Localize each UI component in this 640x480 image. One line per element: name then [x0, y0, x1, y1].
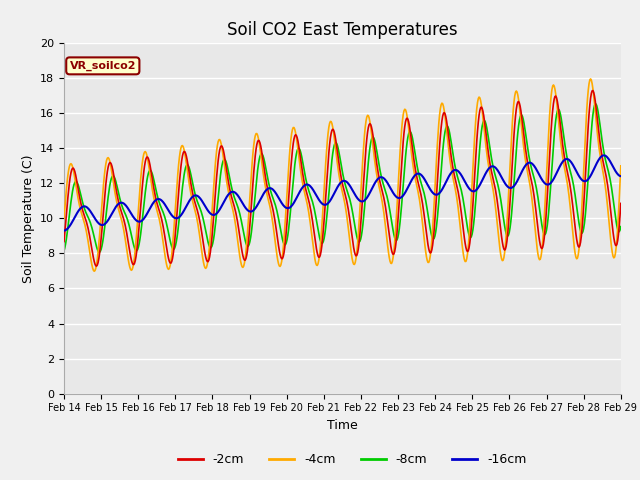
-16cm	[426, 187, 434, 192]
-4cm	[70, 171, 78, 177]
Line: -8cm: -8cm	[64, 104, 621, 252]
-4cm	[185, 178, 193, 183]
-2cm	[60, 239, 68, 244]
-2cm	[428, 250, 435, 255]
-8cm	[60, 248, 68, 254]
-8cm	[617, 224, 625, 229]
-2cm	[128, 260, 136, 265]
-8cm	[128, 236, 136, 241]
Line: -4cm: -4cm	[64, 79, 621, 271]
Line: -16cm: -16cm	[64, 156, 621, 230]
X-axis label: Time: Time	[327, 419, 358, 432]
-4cm	[617, 163, 625, 169]
Legend: -2cm, -4cm, -8cm, -16cm: -2cm, -4cm, -8cm, -16cm	[173, 448, 531, 471]
-8cm	[70, 181, 78, 187]
-8cm	[411, 149, 419, 155]
-8cm	[96, 249, 104, 255]
-4cm	[587, 76, 595, 82]
-8cm	[185, 164, 193, 169]
-16cm	[410, 174, 418, 180]
-4cm	[90, 268, 98, 274]
-8cm	[591, 101, 599, 107]
-8cm	[214, 195, 222, 201]
-4cm	[411, 173, 419, 179]
-4cm	[128, 267, 136, 273]
-16cm	[60, 228, 68, 233]
-2cm	[589, 88, 596, 94]
-2cm	[411, 163, 419, 169]
-16cm	[184, 201, 192, 206]
Title: Soil CO2 East Temperatures: Soil CO2 East Temperatures	[227, 21, 458, 39]
-4cm	[214, 139, 222, 144]
Text: VR_soilco2: VR_soilco2	[70, 61, 136, 71]
-16cm	[214, 210, 221, 216]
-16cm	[127, 211, 135, 217]
-8cm	[428, 230, 435, 236]
-2cm	[617, 201, 625, 206]
Line: -2cm: -2cm	[64, 91, 621, 266]
-16cm	[600, 153, 607, 158]
Y-axis label: Soil Temperature (C): Soil Temperature (C)	[22, 154, 35, 283]
-2cm	[93, 263, 100, 269]
-2cm	[214, 158, 222, 164]
-4cm	[428, 246, 435, 252]
-2cm	[185, 167, 193, 172]
-2cm	[70, 167, 78, 172]
-16cm	[617, 173, 625, 179]
-16cm	[70, 216, 78, 221]
-4cm	[60, 216, 68, 221]
